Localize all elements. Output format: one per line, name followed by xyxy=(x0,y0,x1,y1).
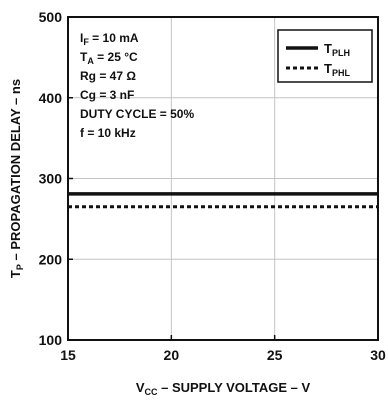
condition-0: IF = 10 mA xyxy=(80,31,139,47)
legend-label-plh-main: T xyxy=(324,41,332,56)
x-tick-label-30: 30 xyxy=(370,347,386,363)
condition-4-main: DUTY CYCLE = 50% xyxy=(80,107,194,121)
y-tick-label-100: 100 xyxy=(39,332,63,348)
condition-0-main: I xyxy=(80,31,83,45)
x-axis-label-sub: CC xyxy=(144,387,157,397)
x-axis-label: VCC – SUPPLY VOLTAGE – V xyxy=(136,380,311,397)
y-tick-label-200: 200 xyxy=(39,251,63,267)
legend-label-plh: TPLH xyxy=(324,41,350,58)
condition-2-main: Rg = 47 Ω xyxy=(80,69,136,83)
condition-5-main: f = 10 kHz xyxy=(80,126,136,140)
legend-label-phl: TPHL xyxy=(324,61,350,78)
grid-lines xyxy=(68,17,378,340)
x-axis-label-rest: – SUPPLY VOLTAGE – V xyxy=(157,380,310,395)
x-axis-label-main: V xyxy=(136,380,145,395)
y-axis-label-rest: – PROPAGATION DELAY – ns xyxy=(8,79,23,264)
condition-2: Rg = 47 Ω xyxy=(80,69,136,83)
series-lines xyxy=(68,192,378,209)
x-tick-label-15: 15 xyxy=(60,347,76,363)
condition-0-rest: = 10 mA xyxy=(89,31,139,45)
condition-1-rest: = 25 °C xyxy=(94,50,138,64)
x-tick-label-20: 20 xyxy=(164,347,180,363)
y-axis-label-main: T xyxy=(8,270,23,278)
legend-label-phl-main: T xyxy=(324,61,332,76)
legend-label-phl-sub: PHL xyxy=(332,68,351,78)
x-tick-label-25: 25 xyxy=(267,347,283,363)
legend-label-plh-sub: PLH xyxy=(332,48,350,58)
condition-5: f = 10 kHz xyxy=(80,126,136,140)
y-tick-label-400: 400 xyxy=(39,90,63,106)
y-tick-label-500: 500 xyxy=(39,9,63,25)
tick-labels: 15 20 25 30 100 200 300 400 500 xyxy=(39,9,386,363)
condition-1: TA = 25 °C xyxy=(80,50,138,66)
condition-0-sub: F xyxy=(83,37,89,47)
y-axis-label: TP – PROPAGATION DELAY – ns xyxy=(8,79,25,278)
axis-labels: VCC – SUPPLY VOLTAGE – V TP – PROPAGATION… xyxy=(8,79,311,397)
condition-1-sub: A xyxy=(87,56,94,66)
condition-1-main: T xyxy=(80,50,88,64)
condition-4: DUTY CYCLE = 50% xyxy=(80,107,194,121)
legend-box xyxy=(277,29,373,83)
condition-3-main: Cg = 3 nF xyxy=(80,88,134,102)
y-tick-label-300: 300 xyxy=(39,171,63,187)
condition-3: Cg = 3 nF xyxy=(80,88,134,102)
y-axis-label-sub: P xyxy=(15,264,25,270)
